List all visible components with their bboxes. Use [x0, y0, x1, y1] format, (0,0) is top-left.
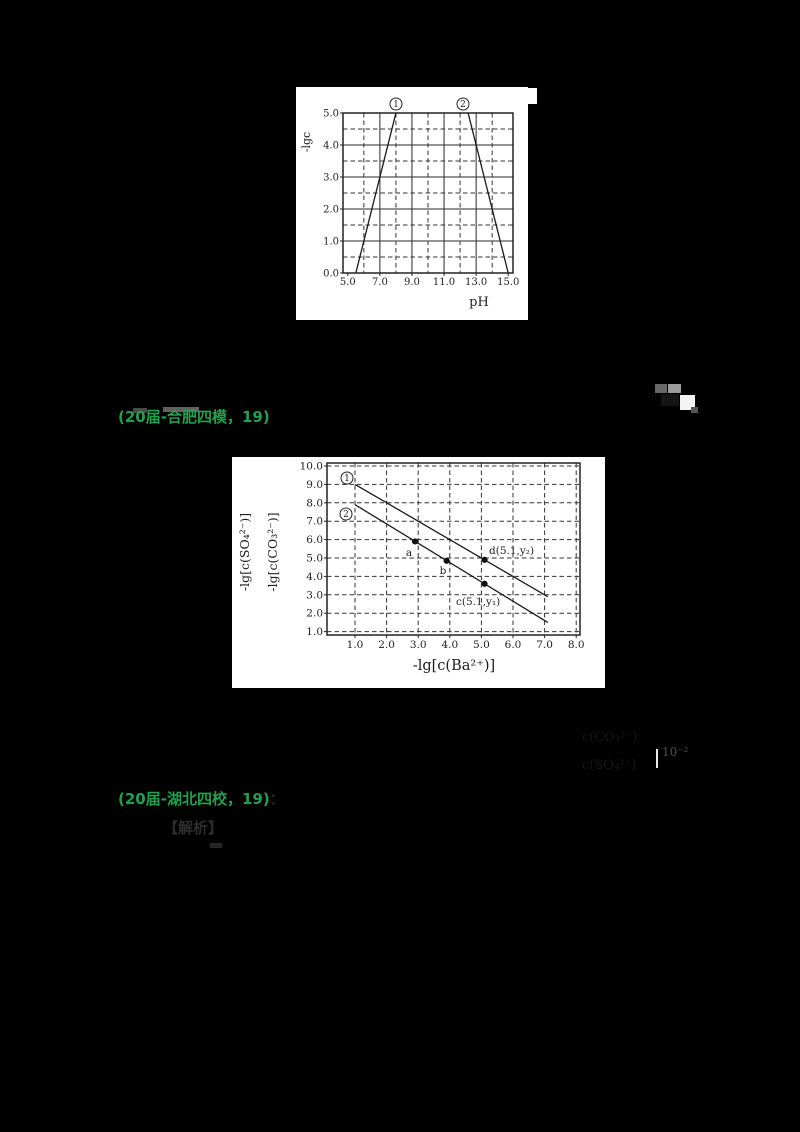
source-note-2: (20届-湖北四校，19)：	[118, 791, 285, 808]
series-label-circle	[389, 97, 403, 111]
x-tick-label: 9.0	[404, 277, 420, 288]
series-label-digit: 1	[393, 100, 399, 110]
series-label-digit: 2	[343, 510, 349, 520]
x-tick-label: 1.0	[347, 639, 364, 651]
data-point	[481, 580, 488, 587]
plot-frame	[326, 462, 581, 636]
plot-frame	[342, 112, 514, 274]
x-tick-label: 5.0	[473, 639, 490, 651]
series-line-1	[355, 112, 397, 274]
source-note-2-text: (20届-湖北四校，19)	[118, 790, 270, 808]
y-tick-label: 2.0	[306, 608, 323, 620]
source-note-1: (20届-合肥四模，19)	[118, 409, 270, 426]
faint-fraction-right: 10⁻²	[662, 745, 689, 759]
y-axis-title: -lg[c(CO₃²⁻)]	[265, 512, 280, 591]
y-tick-label: 0.0	[323, 269, 339, 280]
faint-fragment1-block-c	[661, 394, 679, 406]
y-tick-label: 7.0	[306, 516, 323, 528]
series-label-circle	[339, 507, 353, 521]
y-axis-title: -lg[c(SO₄²⁻)]	[237, 513, 252, 591]
y-tick-label: 5.0	[306, 553, 323, 565]
faint-fraction-denominator: c(SO₄²⁻)	[582, 758, 637, 773]
figure-1-notch	[528, 88, 537, 104]
source-note-1-text: (20届-合肥四模，19)	[118, 408, 270, 426]
data-point-label: d(5.1,y₂)	[489, 545, 534, 557]
x-tick-label: 11.0	[433, 277, 455, 288]
series-label-digit: 2	[460, 100, 466, 110]
chart1-svg: 5.0 7.0 9.0 11.0 13.0 15.0 0.0 1.0 2.0 3.0 4.0 5.0 1…	[300, 97, 519, 310]
x-tick-label: 15.0	[497, 277, 519, 288]
data-point-label: b	[440, 565, 447, 577]
x-tick-label: 2.0	[378, 639, 395, 651]
figure-1-ph-chart: 5.0 7.0 9.0 11.0 13.0 15.0 0.0 1.0 2.0 3.0 4.0 5.0 1…	[296, 87, 528, 320]
y-tick-label: 1.0	[306, 626, 323, 638]
x-tick-label: 6.0	[505, 639, 522, 651]
y-tick-label: 8.0	[306, 497, 323, 509]
x-tick-label: 4.0	[441, 639, 458, 651]
y-tick-label: 1.0	[323, 237, 339, 248]
faint-fraction-numerator: c(CO₃²⁻)	[582, 730, 638, 745]
faint-fragment1-block-b	[668, 384, 681, 393]
faint-fragment1-block-e	[691, 407, 698, 413]
y-tick-label: 4.0	[323, 141, 339, 152]
source-note-2-colon: ：	[269, 790, 285, 808]
y-tick-label: 5.0	[323, 109, 339, 120]
faint-fragment1-block-a	[655, 384, 667, 393]
y-tick-label: 4.0	[306, 571, 323, 583]
x-tick-label: 7.0	[372, 277, 388, 288]
y-axis-title: -lgc	[300, 132, 313, 152]
chart2-svg: 1.0 2.0 3.0 4.0 5.0 6.0 7.0 8.0 1.0 2.0 3.0 4.0 5.0 6…	[237, 461, 585, 675]
faint-fragment1-block-d	[680, 395, 695, 410]
series-label-circle	[340, 471, 354, 485]
faint-dot	[210, 843, 222, 848]
data-point	[481, 556, 488, 563]
series-label-digit: 1	[344, 474, 350, 484]
y-tick-label: 3.0	[323, 173, 339, 184]
data-point-label: c(5.1,y₁)	[456, 596, 500, 608]
x-tick-label: 3.0	[410, 639, 427, 651]
x-tick-label: 7.0	[536, 639, 553, 651]
x-axis-title: -lg[c(Ba²⁺)]	[413, 658, 495, 674]
series-line-2	[467, 112, 509, 274]
x-tick-label: 5.0	[340, 277, 356, 288]
faint-smudge-1	[133, 408, 147, 413]
series-line-2	[354, 504, 549, 623]
data-point-label: a	[406, 547, 412, 559]
y-tick-label: 3.0	[306, 589, 323, 601]
faint-bracket-mark	[656, 749, 658, 768]
y-tick-label: 2.0	[323, 205, 339, 216]
faint-smudge-2	[163, 407, 199, 412]
data-point	[411, 538, 419, 545]
y-tick-label: 6.0	[306, 534, 323, 546]
data-point	[443, 557, 450, 564]
series-label-circle	[456, 97, 470, 111]
figure-2-ksp-chart: 1.0 2.0 3.0 4.0 5.0 6.0 7.0 8.0 1.0 2.0 3.0 4.0 5.0 6…	[232, 457, 605, 688]
x-axis-title: pH	[469, 295, 489, 310]
faint-heading: 【解析】	[163, 819, 224, 837]
x-tick-label: 8.0	[568, 639, 585, 651]
y-tick-label: 10.0	[300, 461, 323, 473]
series-line-1	[354, 483, 549, 598]
y-tick-label: 9.0	[306, 479, 323, 491]
x-tick-label: 13.0	[465, 277, 487, 288]
